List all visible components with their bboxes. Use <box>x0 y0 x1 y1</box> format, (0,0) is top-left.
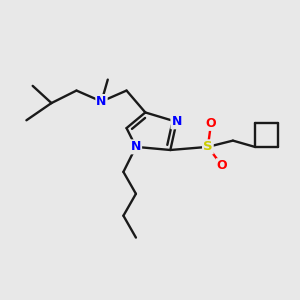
Text: O: O <box>206 117 216 130</box>
Text: S: S <box>203 140 213 153</box>
Text: N: N <box>171 115 182 128</box>
Text: N: N <box>96 95 107 108</box>
Text: N: N <box>131 140 141 153</box>
Text: O: O <box>217 159 227 172</box>
